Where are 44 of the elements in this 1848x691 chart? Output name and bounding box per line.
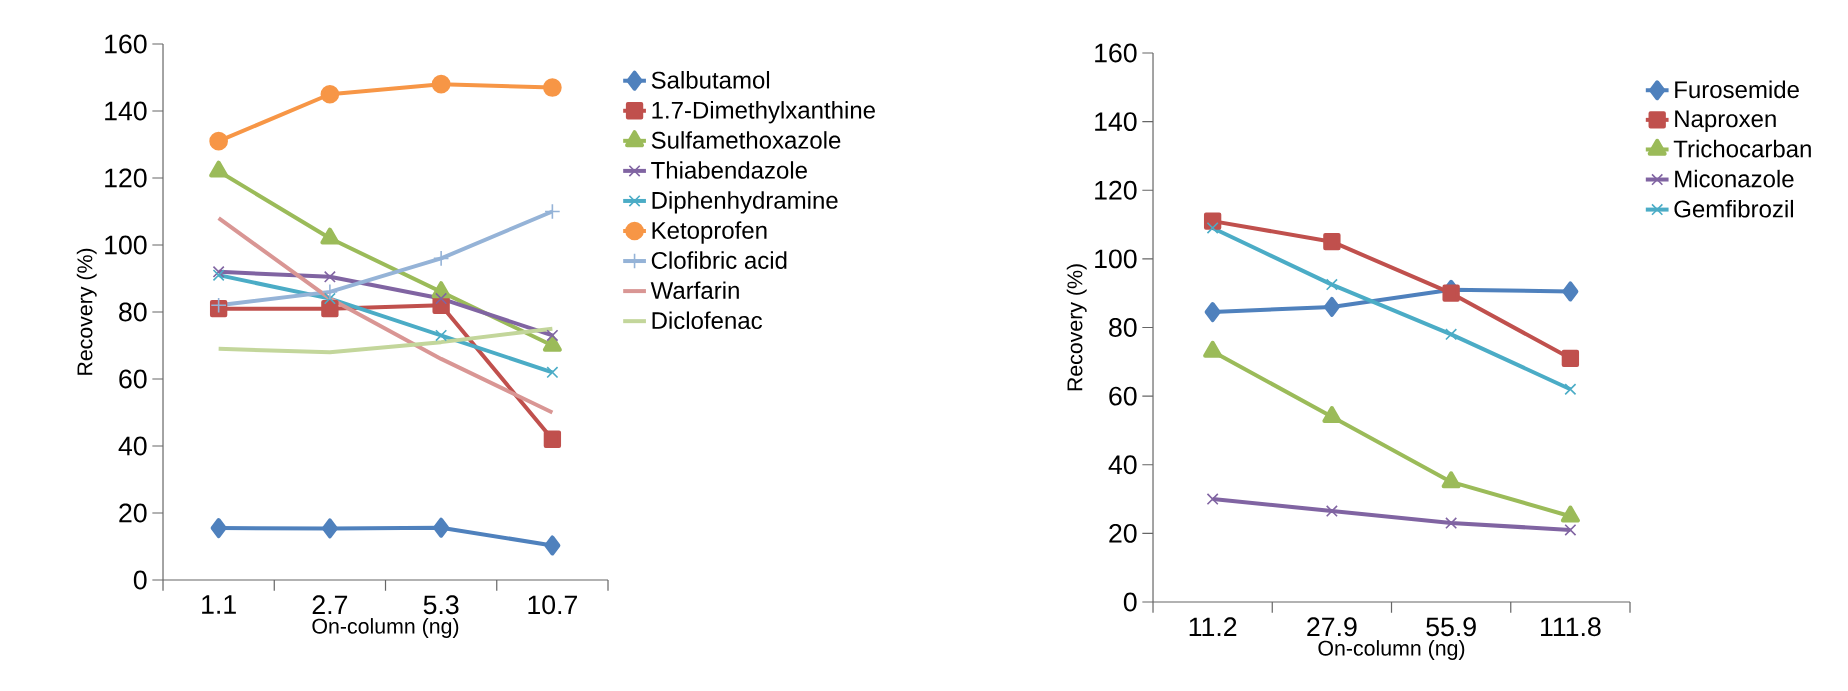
x-tick-label: 27.9	[1307, 617, 1357, 637]
legend-label: Diphenhydramine	[652, 191, 838, 214]
y-tick-label: 0	[133, 570, 147, 590]
y-tick-label: 0	[1123, 592, 1137, 612]
y-tick-label: 20	[1109, 523, 1137, 543]
y-tick-label: 120	[1095, 180, 1137, 200]
x-tick-label: 111.8	[1541, 617, 1601, 637]
y-tick-label: 100	[1095, 249, 1137, 269]
y-tick-label: 60	[1109, 386, 1137, 406]
legend-label: Warfarin	[650, 281, 739, 300]
legend-label: Miconazole	[1675, 169, 1794, 188]
legend-label: Ketoprofen	[652, 221, 767, 244]
x-tick-label: 1.1	[202, 595, 236, 614]
legend-label: 1.7-Dimethylxanthine	[652, 101, 875, 124]
x-tick-label: 11.2	[1189, 617, 1237, 636]
x-tick-label: 5.3	[423, 595, 459, 615]
legend-label: Thiabendazole	[651, 161, 807, 179]
y-tick-label: 140	[105, 101, 147, 121]
legend-label: Naproxen	[1675, 110, 1776, 133]
x-tick-label: 10.7	[528, 595, 577, 615]
legend-label: Clofibric acid	[651, 251, 787, 269]
x-tick-label: 2.7	[312, 595, 348, 614]
legend-label: Diclofenac	[652, 311, 763, 330]
y-tick-label: 40	[1108, 455, 1137, 475]
legend-label: Furosemide	[1675, 80, 1799, 99]
y-tick-label: 20	[119, 503, 147, 523]
y-tick-label: 160	[1095, 43, 1137, 63]
x-axis-title: On-column (ng)	[312, 618, 459, 638]
x-axis-title: On-column (ng)	[1318, 640, 1465, 660]
legend-label: Gemfibrozil	[1674, 199, 1793, 218]
y-tick-label: 100	[105, 235, 147, 255]
y-tick-label: 160	[105, 34, 147, 54]
y-tick-label: 80	[119, 302, 147, 322]
y-tick-label: 140	[1095, 112, 1137, 132]
legend-label: Sulfamethoxazole	[651, 131, 841, 149]
y-tick-label: 80	[1109, 318, 1137, 337]
y-axis-title: Recovery (%)	[1066, 264, 1087, 391]
legend-label: Trichocarban	[1673, 139, 1811, 158]
y-axis-title: Recovery (%)	[76, 248, 97, 375]
x-tick-label: 55.9	[1426, 617, 1476, 637]
legend-label: Salbutamol	[651, 71, 770, 89]
y-tick-label: 40	[118, 436, 147, 456]
y-tick-label: 60	[119, 369, 147, 389]
y-tick-label: 120	[105, 168, 147, 188]
